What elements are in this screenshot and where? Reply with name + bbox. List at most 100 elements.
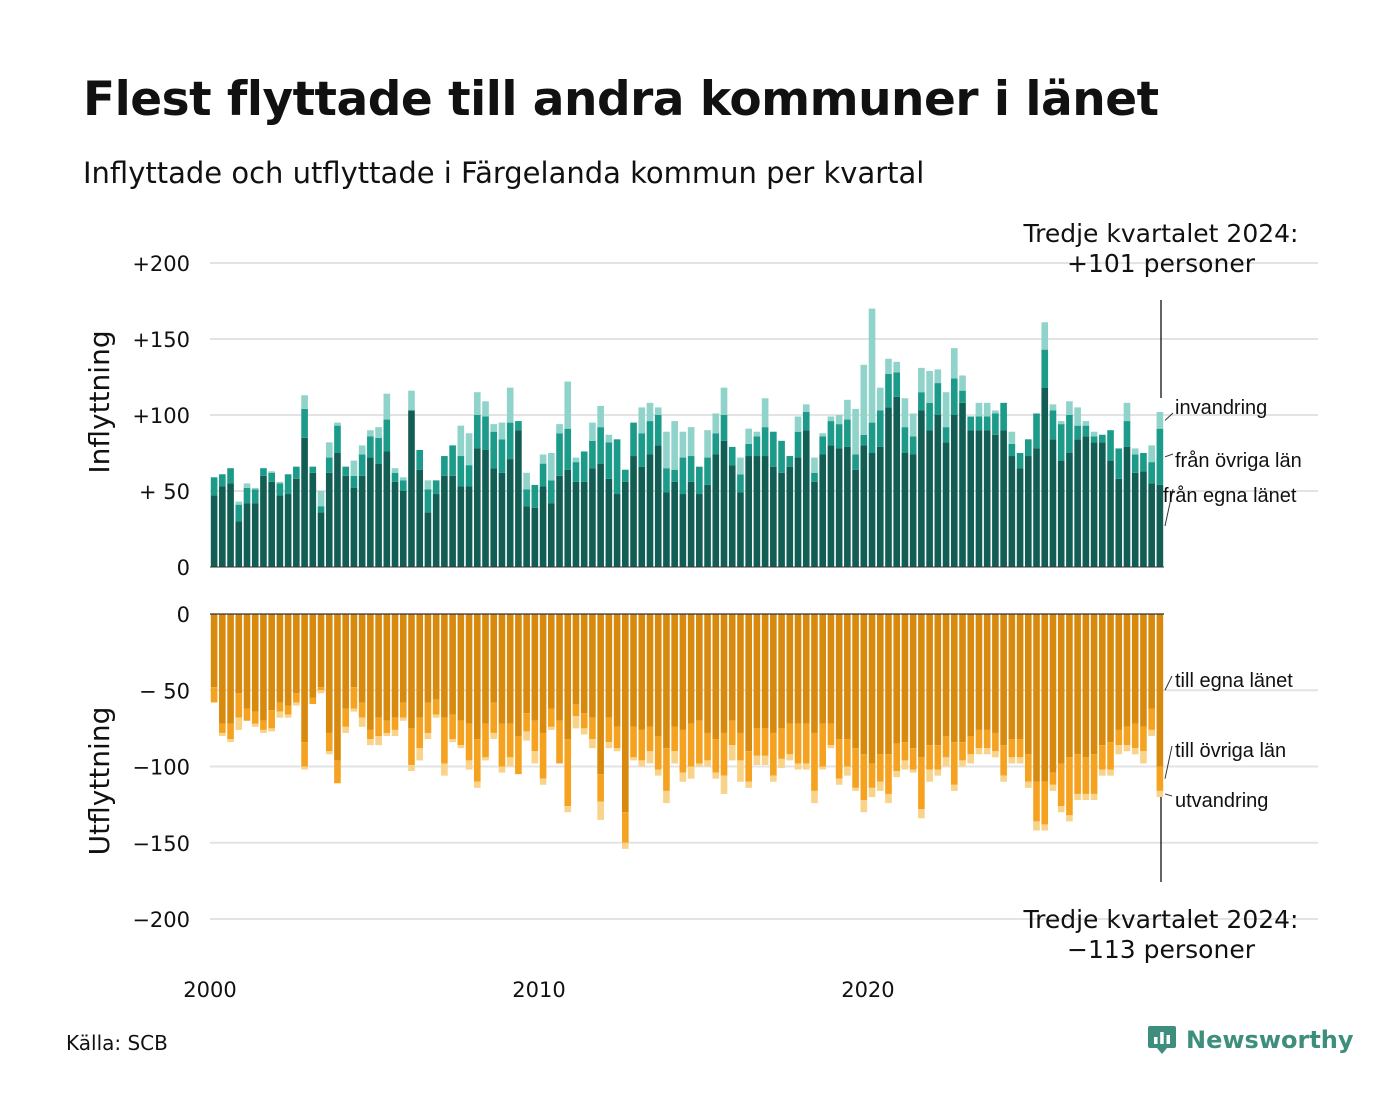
bar-out-segment [473, 781, 481, 788]
bar-in-segment [737, 492, 744, 567]
bar-out-segment [983, 614, 991, 730]
bar-out-segment [506, 757, 514, 767]
axes: 0 + 50 +100 +150 +200 0 − 50 −100 −150 −200 2000 20… [132, 252, 1164, 1002]
bar-in-segment [358, 454, 366, 476]
bar-in-segment [531, 507, 539, 567]
bar-out-segment [778, 614, 785, 729]
bar-out-segment [720, 732, 728, 776]
bar-in-segment [663, 492, 670, 567]
bar-in-segment [506, 459, 514, 567]
bar-in-segment [868, 308, 876, 423]
bar-in-segment [1016, 453, 1024, 469]
bar-out-segment [317, 614, 325, 688]
bar-in-segment [934, 383, 942, 415]
bar-in-segment [243, 487, 251, 504]
bar-in-segment [473, 392, 481, 415]
bar-out-segment [605, 717, 613, 743]
bar-in-segment [482, 401, 489, 417]
bar-out-segment [1123, 745, 1131, 752]
bar-out-segment [704, 732, 711, 761]
bar-out-segment [564, 739, 572, 807]
bar-out-segment [580, 713, 588, 729]
bar-out-segment [342, 708, 350, 727]
bar-out-segment [967, 754, 975, 764]
bar-in-segment [926, 370, 933, 403]
bar-out-segment [572, 716, 580, 729]
bar-out-segment [835, 614, 843, 740]
top-y-tick-label: +100 [132, 404, 190, 428]
bar-in-segment [317, 491, 325, 507]
bar-in-segment [227, 468, 234, 484]
bar-out-segment [745, 751, 752, 782]
bar-in-segment [712, 433, 720, 455]
bar-in-segment [802, 404, 810, 412]
bar-out-segment [819, 614, 827, 724]
bar-in-segment [1082, 436, 1090, 567]
bar-out-segment [959, 760, 966, 767]
bar-in-segment [1123, 421, 1131, 447]
bar-out-segment [753, 755, 761, 765]
bar-in-segment [663, 468, 670, 493]
bar-in-segment [992, 413, 999, 435]
bar-in-segment [358, 445, 366, 455]
bar-out-segment [901, 760, 909, 770]
bar-out-segment [786, 754, 794, 761]
bar-in-segment [441, 475, 448, 567]
bar-out-segment [967, 736, 975, 755]
bar-out-segment [728, 745, 736, 761]
bar-in-segment [696, 466, 703, 495]
bar-out-segment [441, 763, 448, 776]
x-tick-label: 2010 [512, 978, 565, 1002]
bar-out-segment [671, 726, 678, 752]
bar-in-segment [367, 436, 374, 458]
bar-out-segment [1041, 824, 1049, 831]
bar-out-segment [408, 728, 415, 765]
bar-in-segment [811, 481, 818, 567]
bar-in-segment [457, 456, 465, 487]
bar-out-segment [786, 614, 794, 724]
bar-in-segment [580, 481, 588, 567]
bar-out-segment [276, 702, 284, 712]
bar-in-segment [835, 448, 843, 567]
bar-out-segment [531, 720, 539, 752]
bar-in-segment [515, 430, 522, 567]
segment-leader-line [1164, 675, 1173, 691]
bar-out-segment [1082, 757, 1090, 794]
bar-out-segment [720, 614, 728, 733]
bar-out-segment [679, 772, 687, 782]
top-y-tick-label: +200 [132, 252, 190, 276]
bar-in-segment [852, 469, 859, 567]
bar-out-segment [975, 729, 983, 749]
newsworthy-logo[interactable]: Newsworthy [1147, 1024, 1354, 1056]
bar-in-segment [942, 442, 950, 567]
bar-in-segment [1008, 456, 1016, 567]
bar-in-segment [301, 437, 308, 567]
bar-in-segment [844, 446, 851, 567]
bar-in-segment [794, 457, 802, 567]
bar-in-segment [704, 457, 711, 485]
bar-out-segment [654, 769, 662, 776]
bar-in-segment [325, 457, 333, 473]
bar-in-segment [720, 440, 728, 567]
bar-out-segment [802, 614, 810, 724]
bar-out-segment [1131, 614, 1139, 724]
bar-in-segment [959, 390, 966, 403]
bar-in-segment [860, 445, 868, 567]
bar-in-segment [441, 456, 448, 476]
bar-out-segment [1049, 784, 1057, 791]
x-tick-label: 2000 [183, 978, 236, 1002]
bar-out-segment [589, 739, 596, 749]
bar-in-segment [449, 445, 456, 476]
bar-out-segment [408, 614, 415, 729]
bar-out-segment [399, 614, 407, 703]
bar-out-segment [556, 720, 563, 764]
bar-out-segment [597, 801, 604, 820]
bar-out-segment [482, 614, 489, 724]
top-y-tick-label: + 50 [139, 480, 190, 504]
bar-in-segment [646, 421, 654, 455]
bar-out-segment [827, 614, 835, 724]
bar-in-segment [375, 437, 382, 464]
bar-out-segment [1057, 806, 1065, 813]
bar-out-segment [482, 757, 489, 761]
bar-in-segment [983, 430, 991, 567]
